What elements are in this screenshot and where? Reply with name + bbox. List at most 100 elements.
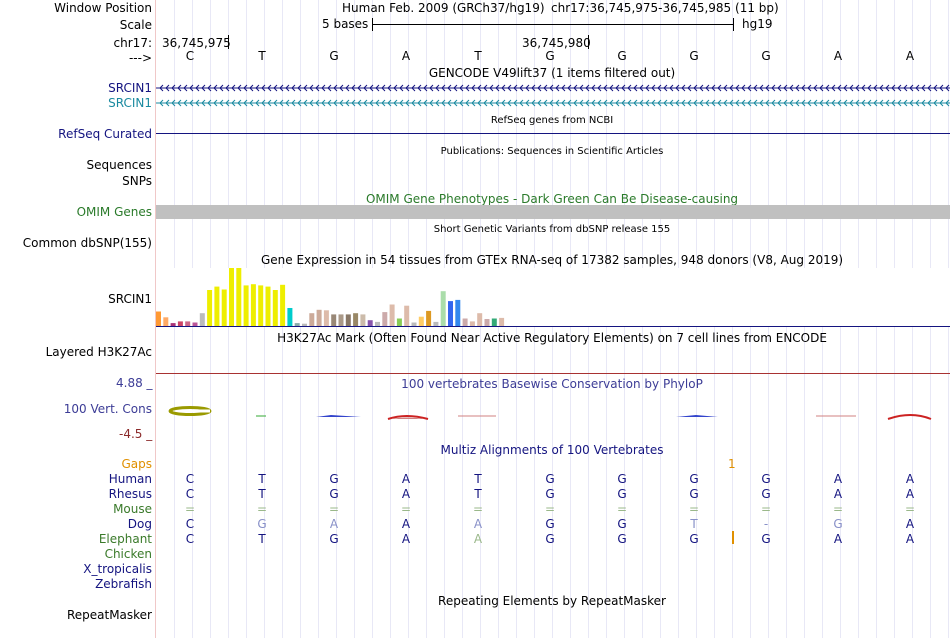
strand-chevron [309, 84, 314, 92]
gtex-tissue-bar [389, 304, 395, 326]
strand-chevron [417, 99, 422, 107]
alignment-base: A [905, 517, 915, 531]
strand-chevron [243, 84, 248, 92]
species-label-zebrafish[interactable]: Zebrafish [95, 577, 152, 591]
gtex-tissue-bar [448, 301, 453, 326]
gtex-chart[interactable] [156, 267, 950, 327]
cons-label[interactable]: 100 Vert. Cons [63, 402, 152, 416]
strand-chevron [897, 99, 902, 107]
strand-chevron [513, 84, 518, 92]
strand-chevron [243, 99, 248, 107]
strand-chevron [855, 84, 860, 92]
alignment-base: G [761, 532, 771, 546]
strand-chevron [585, 84, 590, 92]
strand-chevron [333, 84, 338, 92]
strand-chevron [285, 99, 290, 107]
gaps-label[interactable]: Gaps [121, 457, 152, 471]
dbsnp-label[interactable]: Common dbSNP(155) [22, 236, 152, 250]
gtex-tissue-bar [199, 313, 205, 326]
gencode-item-1-label[interactable]: SRCIN1 [108, 81, 152, 95]
gtex-tissue-bar [192, 322, 198, 326]
alignment-base: A [473, 532, 483, 546]
alignment-base: A [905, 532, 915, 546]
strand-chevron [417, 84, 422, 92]
strand-chevron [411, 84, 416, 92]
strand-chevron [579, 99, 584, 107]
strand-chevron [501, 84, 506, 92]
alignment-base: = [832, 502, 844, 516]
strand-chevron [807, 84, 812, 92]
strand-chevron [471, 84, 476, 92]
gtex-label[interactable]: SRCIN1 [108, 292, 152, 306]
strand-chevron [753, 84, 758, 92]
snps-label[interactable]: SNPs [122, 174, 152, 188]
strand-chevron [873, 99, 878, 107]
strand-chevron [651, 84, 656, 92]
strand-chevron [627, 84, 632, 92]
strand-chevron [645, 99, 650, 107]
cons-plot[interactable] [156, 400, 950, 430]
alignment-base: G [617, 517, 627, 531]
multiz-title: Multiz Alignments of 100 Vertebrates [440, 443, 664, 457]
strand-chevron [819, 84, 824, 92]
alignment-base: = [400, 502, 412, 516]
repeat-label[interactable]: RepeatMasker [66, 608, 152, 622]
gencode-item-1-line[interactable] [156, 84, 950, 92]
strand-chevron [633, 84, 638, 92]
species-label-dog[interactable]: Dog [127, 517, 152, 531]
alignment-base: = [688, 502, 700, 516]
strand-chevron [441, 99, 446, 107]
strand-chevron [723, 84, 728, 92]
omim-label[interactable]: OMIM Genes [76, 205, 152, 219]
strand-chevron [369, 84, 374, 92]
strand-chevron [837, 84, 842, 92]
refseq-label[interactable]: RefSeq Curated [58, 127, 152, 141]
strand-chevron [213, 84, 218, 92]
alignment-base: A [905, 487, 915, 501]
gtex-tissue-bar [418, 316, 424, 326]
strand-chevron [663, 99, 668, 107]
species-label-chicken[interactable]: Chicken [104, 547, 152, 561]
coord-left: 36,745,975 [162, 36, 231, 50]
alignment-base: A [833, 472, 843, 486]
strand-chevron [831, 99, 836, 107]
strand-chevron [267, 84, 272, 92]
strand-chevron [771, 84, 776, 92]
alignment-base: T [258, 487, 266, 501]
species-label-elephant[interactable]: Elephant [98, 532, 152, 546]
strand-chevron [351, 99, 356, 107]
species-label-rhesus[interactable]: Rhesus [108, 487, 152, 501]
strand-chevron [165, 99, 170, 107]
omim-gene-bar[interactable] [156, 205, 950, 219]
species-label-mouse[interactable]: Mouse [113, 502, 152, 516]
gtex-tissue-bar [433, 321, 439, 326]
strand-chevron [657, 99, 662, 107]
refseq-line[interactable] [156, 133, 950, 134]
strand-chevron [261, 84, 266, 92]
strand-chevron [345, 99, 350, 107]
strand-chevron [633, 99, 638, 107]
alignment-base: A [833, 487, 843, 501]
strand-chevron [807, 99, 812, 107]
sequences-label[interactable]: Sequences [86, 158, 152, 172]
strand-chevron [777, 99, 782, 107]
strand-chevron [495, 99, 500, 107]
strand-chevron [447, 84, 452, 92]
h3k27-line[interactable] [156, 373, 950, 374]
strand-chevron [177, 84, 182, 92]
h3k27-label[interactable]: Layered H3K27Ac [45, 345, 152, 359]
species-label-human[interactable]: Human [108, 472, 152, 486]
scale-bar-left-tick [372, 18, 373, 31]
gencode-item-2-line[interactable] [156, 99, 950, 107]
strand-chevron [609, 99, 614, 107]
strand-chevron [405, 84, 410, 92]
species-label-x_tropicalis[interactable]: X_tropicalis [83, 562, 152, 576]
alignment-base: G [689, 487, 699, 501]
cons-mark-3 [316, 415, 361, 417]
alignment-base: G [329, 532, 339, 546]
strand-chevron [825, 99, 830, 107]
strand-chevron [939, 99, 944, 107]
gencode-item-2-label[interactable]: SRCIN1 [108, 96, 152, 110]
strand-chevron [705, 84, 710, 92]
